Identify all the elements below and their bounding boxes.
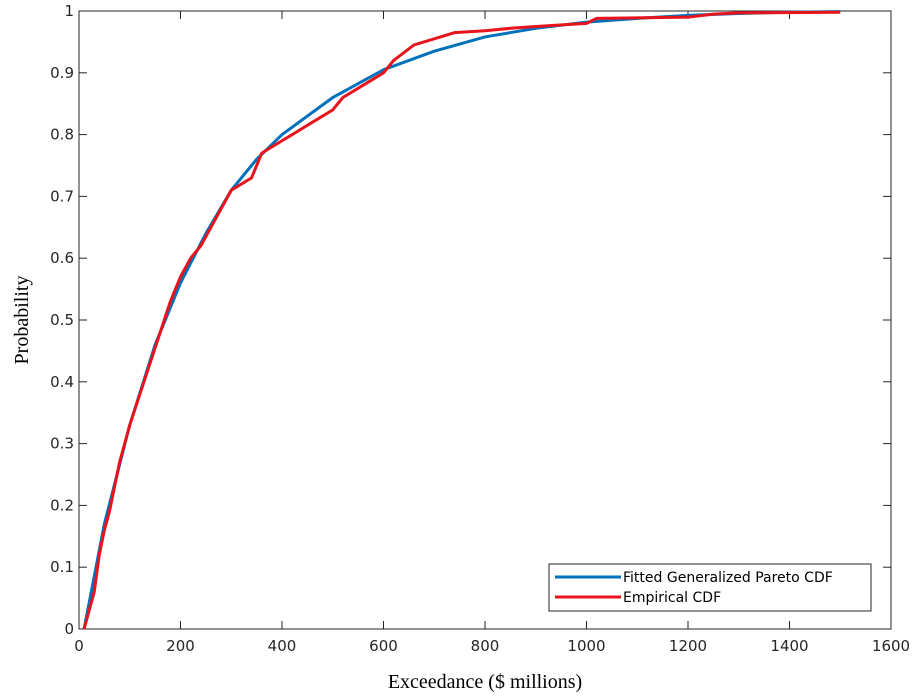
- x-tick-label: 1000: [567, 637, 605, 655]
- x-tick-label: 200: [166, 637, 195, 655]
- x-tick-label: 600: [369, 637, 398, 655]
- x-tick-label: 1600: [872, 637, 910, 655]
- y-tick-label: 0.4: [50, 373, 74, 391]
- x-tick-label: 1400: [770, 637, 808, 655]
- y-tick-label: 0.5: [50, 311, 74, 329]
- x-axis-label: Exceedance ($ millions): [388, 671, 582, 693]
- y-tick-label: 0: [64, 620, 74, 638]
- plot-area: [78, 10, 892, 630]
- series-line: [82, 10, 841, 630]
- legend-box: [548, 563, 872, 612]
- y-tick-label: 0.3: [50, 435, 74, 453]
- y-tick-label: 0.2: [50, 496, 74, 514]
- y-tick-label: 0.8: [50, 126, 74, 144]
- x-tick-label: 1200: [669, 637, 707, 655]
- x-tick-label: 0: [74, 637, 84, 655]
- y-tick-label: 0.7: [50, 187, 74, 205]
- x-tick-label: 800: [471, 637, 500, 655]
- y-axis-label: Probability: [11, 276, 33, 365]
- legend-label: Empirical CDF: [623, 590, 721, 606]
- x-tick-label: 400: [268, 637, 297, 655]
- y-tick-label: 0.1: [50, 558, 74, 576]
- y-tick-label: 0.9: [50, 64, 74, 82]
- legend-label: Fitted Generalized Pareto CDF: [623, 570, 833, 586]
- y-tick-label: 0.6: [50, 249, 74, 267]
- y-tick-label: 1: [64, 2, 74, 20]
